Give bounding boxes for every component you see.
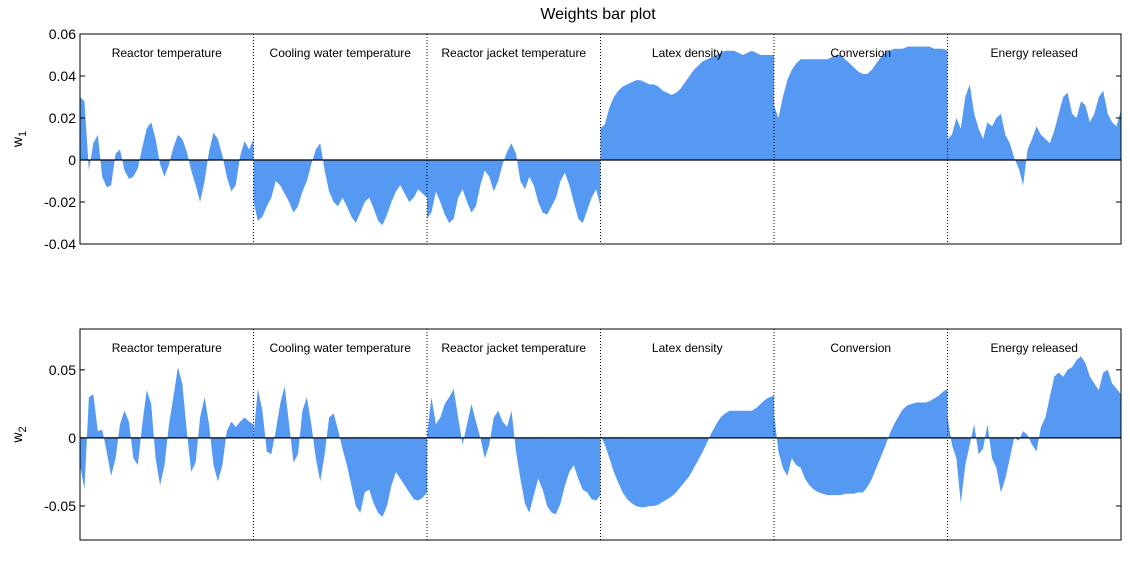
panels-group: -0.04 -0.02 0 0.02 0.04 0.06 Reactor temperatu…: [9, 26, 1122, 541]
segment-label: Latex density: [652, 46, 723, 60]
y-tick-label: 0.05: [49, 362, 76, 378]
segment-label: Conversion: [830, 341, 891, 355]
area-segment-4: [600, 395, 774, 508]
panel-2: -0.05 0 0.05 Reactor temperature Cooling wat…: [9, 328, 1122, 541]
chart-title: Weights bar plot: [540, 6, 656, 23]
area-segment-1: [80, 367, 254, 490]
segment-label: Energy released: [991, 341, 1078, 355]
y-tick-label: -0.04: [44, 236, 76, 252]
area-segment-6: [947, 84, 1121, 186]
y-tick-label: 0.04: [49, 68, 76, 84]
area-segment-2: [253, 143, 427, 226]
y-tick-label: -0.05: [44, 498, 76, 514]
y-tick-label: -0.02: [44, 194, 76, 210]
y-tick-label: 0.06: [49, 26, 76, 42]
area-segment-3: [427, 388, 601, 515]
segment-label: Cooling water temperature: [270, 46, 412, 60]
segment-label: Reactor temperature: [112, 341, 222, 355]
area-segment-6: [947, 356, 1121, 504]
segment-label: Reactor temperature: [112, 46, 222, 60]
area-segment-3: [427, 143, 601, 223]
area-segment-2: [253, 386, 427, 517]
area-segment-5: [774, 46, 948, 160]
segment-label: Conversion: [830, 46, 891, 60]
y-axis-label: w2: [9, 426, 29, 443]
y-axis-label: w1: [9, 131, 29, 148]
y-tick-label: 0: [68, 430, 76, 446]
panel-1: -0.04 -0.02 0 0.02 0.04 0.06 Reactor temperatu…: [9, 26, 1122, 252]
y-tick-label: 0.02: [49, 110, 76, 126]
area-segment-4: [600, 50, 774, 160]
area-segment-1: [80, 97, 254, 202]
y-tick-label: 0: [68, 152, 76, 168]
segment-label: Cooling water temperature: [270, 341, 412, 355]
segment-label: Reactor jacket temperature: [441, 341, 586, 355]
segment-label: Reactor jacket temperature: [441, 46, 586, 60]
segment-label: Energy released: [991, 46, 1078, 60]
segment-label: Latex density: [652, 341, 723, 355]
area-segment-5: [774, 388, 948, 496]
